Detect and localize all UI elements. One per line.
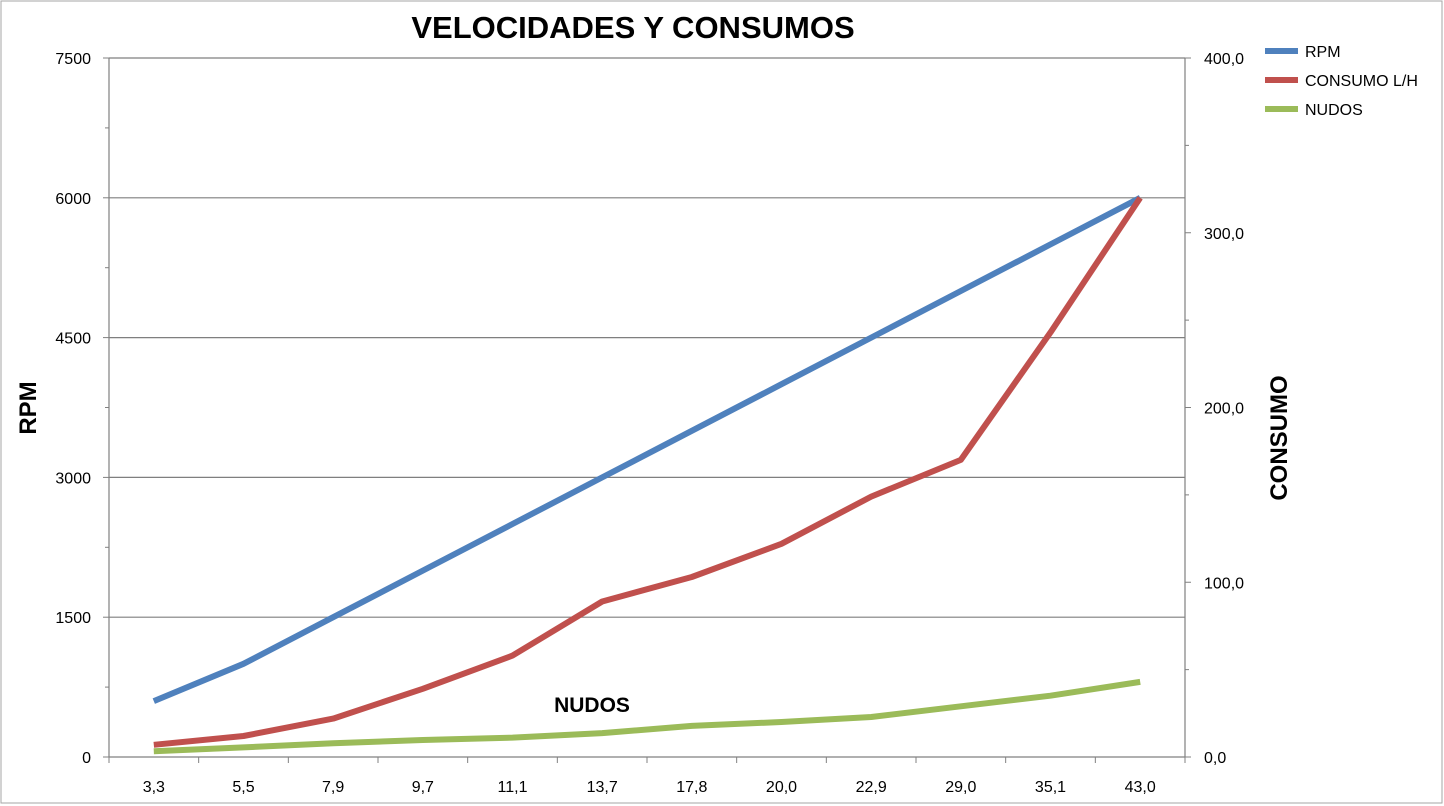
x-tick-label: 43,0	[1125, 779, 1156, 796]
left-tick-label: 4500	[55, 331, 91, 348]
legend-label: NUDOS	[1305, 102, 1363, 119]
x-tick-label: 11,1	[498, 779, 528, 796]
chart-title: VELOCIDADES Y CONSUMOS	[411, 10, 854, 45]
right-tick-label: 400,0	[1204, 51, 1244, 68]
gridlines	[109, 57, 1185, 618]
left-tick-label: 0	[82, 750, 91, 767]
right-tick-label: 300,0	[1204, 226, 1244, 243]
legend-label: RPM	[1305, 44, 1341, 61]
left-axis-title: RPM	[15, 381, 42, 434]
series-lines	[152, 195, 1143, 755]
right-tick-label: 200,0	[1204, 401, 1244, 418]
x-tick-label: 3,3	[143, 779, 165, 796]
x-tick-label: 5,5	[232, 779, 254, 796]
legend-label: CONSUMO L/H	[1305, 73, 1418, 90]
x-tick-label: 13,7	[587, 779, 618, 796]
right-tick-label: 0,0	[1204, 750, 1226, 767]
series-line-consumo-l-h	[153, 196, 1143, 748]
tick-labels: 0 1500 3000 4500 6000 7500 0,0 100,0 200,0 300,0 4…	[55, 51, 1244, 796]
left-tick-label: 7500	[55, 51, 91, 68]
left-tick-label: 1500	[55, 610, 91, 627]
x-tick-label: 20,0	[766, 779, 797, 796]
left-tick-label: 6000	[55, 191, 91, 208]
series-line-rpm	[152, 195, 1142, 704]
x-tick-label: 9,7	[412, 779, 434, 796]
left-tick-label: 3000	[55, 470, 91, 487]
x-tick-label: 22,9	[856, 779, 887, 796]
right-axis-title: CONSUMO	[1266, 375, 1293, 500]
x-tick-label: 35,1	[1035, 779, 1066, 796]
series-line-nudos	[153, 678, 1141, 755]
nudos-annotation: NUDOS	[554, 694, 630, 717]
x-tick-label: 29,0	[945, 779, 976, 796]
x-tick-label: 17,8	[676, 779, 707, 796]
axes	[103, 57, 1191, 763]
legend: RPM CONSUMO L/H NUDOS	[1265, 44, 1418, 119]
x-tick-label: 7,9	[322, 779, 344, 796]
right-tick-label: 100,0	[1204, 575, 1244, 592]
